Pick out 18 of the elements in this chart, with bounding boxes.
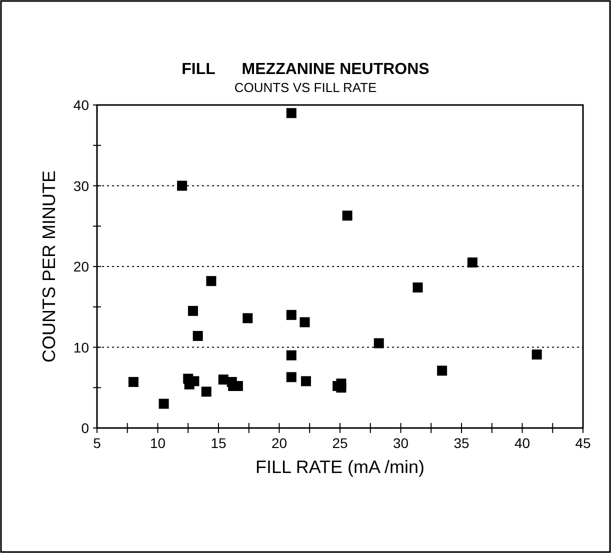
y-tick-label: 20 [73, 258, 90, 274]
chart-title: FILL MEZZANINE NEUTRONS [182, 61, 430, 78]
x-tick-label: 25 [332, 435, 348, 451]
x-tick-label: 15 [210, 435, 226, 451]
y-tick-label: 10 [73, 339, 90, 356]
y-tick-label: 40 [73, 97, 90, 113]
x-tick-label: 20 [271, 435, 288, 451]
x-tick-label: 10 [150, 435, 166, 451]
y-tick-label: 30 [73, 178, 90, 194]
chart-subtitle: COUNTS VS FILL RATE [234, 80, 377, 95]
x-tick-label: 40 [514, 435, 530, 451]
x-tick-label: 30 [392, 435, 409, 451]
x-tick-label: 35 [454, 435, 470, 451]
x-tick-label: 45 [575, 435, 591, 451]
y-tick-label: 0 [81, 420, 90, 436]
x-axis-title: FILL RATE (mA /min) [255, 457, 425, 477]
x-tick-label: 5 [93, 435, 102, 451]
y-axis-title: COUNTS PER MINUTE [39, 170, 59, 363]
